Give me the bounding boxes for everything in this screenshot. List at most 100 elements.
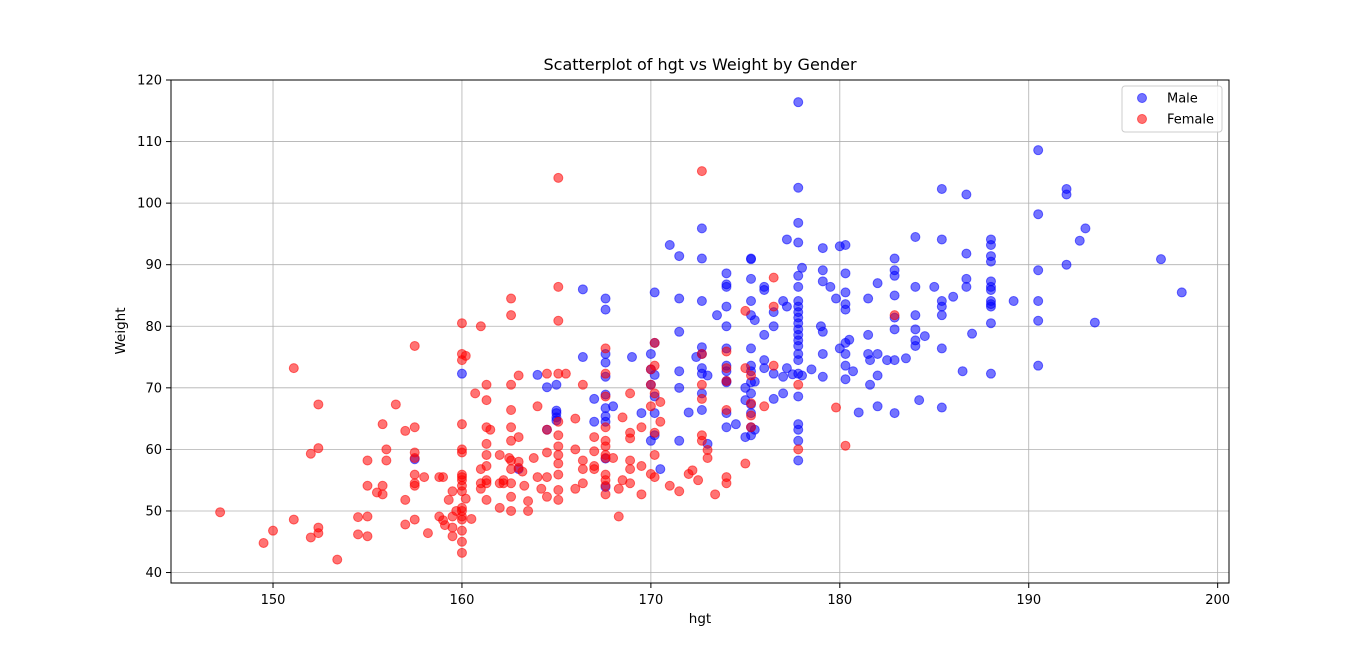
female-point <box>600 489 611 500</box>
male-point <box>655 464 666 475</box>
male-point <box>936 310 947 321</box>
female-point <box>768 272 779 283</box>
male-point <box>985 239 996 250</box>
female-point <box>793 379 804 390</box>
female-point <box>400 425 411 436</box>
female-point <box>696 435 707 446</box>
female-point <box>362 511 373 522</box>
female-point <box>740 363 751 374</box>
male-point <box>781 234 792 245</box>
female-point <box>409 480 420 491</box>
y-axis-ticks: 40 50 60 70 80 90 100 110 120 <box>137 74 171 581</box>
male-point <box>721 422 732 433</box>
male-point <box>746 273 757 284</box>
male-point <box>793 270 804 281</box>
male-point <box>721 301 732 312</box>
female-point <box>353 512 364 523</box>
female-point <box>470 388 481 399</box>
male-point <box>985 318 996 329</box>
female-point <box>577 455 588 466</box>
female-point <box>710 489 721 500</box>
male-point <box>961 189 972 200</box>
male-point <box>889 408 900 419</box>
y-tick-label: 120 <box>137 74 162 89</box>
female-point <box>456 318 467 329</box>
y-tick-label: 110 <box>137 135 162 150</box>
male-point <box>889 324 900 335</box>
y-tick-label: 50 <box>145 504 162 519</box>
female-point <box>636 489 647 500</box>
female-point <box>553 441 564 452</box>
male-point <box>768 321 779 332</box>
female-point <box>570 483 581 494</box>
female-point <box>377 480 388 491</box>
female-point <box>645 379 656 390</box>
female-point <box>541 472 552 483</box>
x-tick-label: 150 <box>261 593 286 608</box>
female-point <box>600 343 611 354</box>
female-point <box>768 301 779 312</box>
legend-marker-female <box>1137 114 1147 124</box>
female-point <box>674 486 685 497</box>
female-point <box>553 458 564 469</box>
female-point <box>608 453 619 464</box>
female-point <box>702 445 713 456</box>
male-point <box>840 374 851 385</box>
female-point <box>481 395 492 406</box>
female-point <box>589 432 600 443</box>
male-point <box>900 353 911 364</box>
male-point <box>872 370 883 381</box>
female-point <box>381 444 392 455</box>
female-point <box>313 443 324 454</box>
female-point <box>481 494 492 505</box>
female-point <box>553 315 564 326</box>
female-point <box>447 486 458 497</box>
male-point <box>781 363 792 374</box>
male-point <box>872 278 883 289</box>
male-point <box>589 393 600 404</box>
female-point <box>831 402 842 413</box>
male-point <box>1155 254 1166 265</box>
female-point <box>456 536 467 547</box>
female-point <box>687 465 698 476</box>
male-point <box>683 407 694 418</box>
male-point <box>863 293 874 304</box>
female-point <box>456 447 467 458</box>
female-point <box>759 401 770 412</box>
male-point <box>985 368 996 379</box>
male-point <box>1061 189 1072 200</box>
male-point <box>957 366 968 377</box>
male-point <box>817 371 828 382</box>
male-point <box>793 217 804 228</box>
female-point <box>645 401 656 412</box>
y-tick-label: 70 <box>145 381 162 396</box>
male-point <box>967 328 978 339</box>
female-point <box>600 422 611 433</box>
female-point <box>553 172 564 183</box>
male-point <box>817 326 828 337</box>
female-point <box>215 507 226 518</box>
male-point <box>853 407 864 418</box>
legend-box <box>1121 85 1223 133</box>
male-point <box>961 281 972 292</box>
male-point <box>696 253 707 264</box>
male-point <box>936 234 947 245</box>
female-point <box>768 360 779 371</box>
female-point <box>613 511 624 522</box>
female-point <box>649 388 660 399</box>
x-tick-label: 200 <box>1205 593 1230 608</box>
male-point <box>781 301 792 312</box>
male-point <box>889 253 900 264</box>
female-point <box>409 340 420 351</box>
male-point <box>532 369 543 380</box>
female-point <box>519 480 530 491</box>
female-point <box>696 379 707 390</box>
female-point <box>589 446 600 457</box>
female-point <box>553 281 564 292</box>
female-point <box>517 466 528 477</box>
female-point <box>649 449 660 460</box>
female-point <box>721 346 732 357</box>
female-point <box>553 449 564 460</box>
female-point <box>636 461 647 472</box>
